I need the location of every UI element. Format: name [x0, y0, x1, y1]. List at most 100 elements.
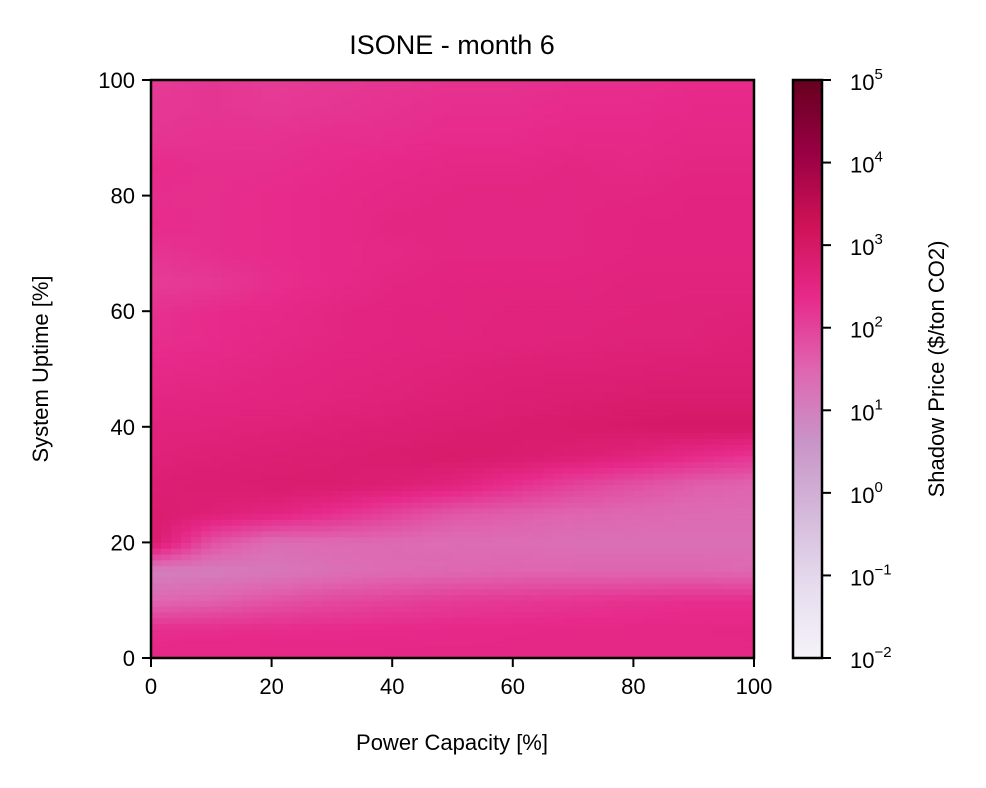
heatmap-cell: [201, 588, 212, 596]
heatmap-cell: [151, 600, 162, 607]
heatmap-cell: [151, 340, 162, 347]
heatmap-cell: [161, 374, 172, 382]
heatmap-cell: [231, 374, 243, 382]
heatmap-cell: [171, 282, 182, 289]
heatmap-cell: [352, 536, 363, 543]
heatmap-cell: [211, 530, 222, 538]
heatmap-cell: [432, 438, 444, 445]
heatmap-cell: [452, 311, 464, 318]
heatmap-cell: [472, 374, 484, 382]
heatmap-cell: [311, 108, 323, 116]
heatmap-cell: [321, 461, 333, 468]
heatmap-cell: [382, 473, 393, 480]
heatmap-cell: [442, 542, 454, 549]
heatmap-cell: [362, 559, 373, 567]
heatmap-cell: [321, 247, 333, 254]
heatmap-cell: [462, 189, 474, 197]
heatmap-cell: [341, 623, 353, 630]
heatmap-cell: [211, 455, 222, 463]
heatmap-cell: [251, 421, 263, 428]
heatmap-cell: [392, 380, 403, 387]
heatmap-cell: [623, 421, 634, 428]
heatmap-cell: [512, 594, 524, 601]
heatmap-cell: [502, 490, 514, 497]
heatmap-cell: [512, 259, 524, 266]
heatmap-cell: [613, 455, 624, 463]
heatmap-cell: [311, 340, 323, 347]
heatmap-cell: [472, 143, 484, 150]
heatmap-cell: [623, 340, 634, 347]
heatmap-cell: [412, 218, 423, 226]
heatmap-cell: [382, 276, 393, 283]
heatmap-cell: [362, 646, 373, 653]
heatmap-cell: [341, 322, 353, 330]
heatmap-cell: [362, 218, 373, 226]
heatmap-cell: [442, 548, 454, 555]
heatmap-cell: [442, 184, 454, 191]
heatmap-cell: [623, 634, 634, 642]
heatmap-cell: [492, 392, 504, 399]
heatmap-cell: [251, 467, 263, 474]
heatmap-cell: [161, 605, 172, 613]
heatmap-cell: [171, 322, 182, 330]
heatmap-cell: [372, 305, 383, 312]
heatmap-cell: [331, 501, 343, 509]
heatmap-cell: [301, 155, 313, 162]
heatmap-cell: [563, 530, 574, 538]
heatmap-cell: [311, 449, 323, 457]
heatmap-cell: [382, 421, 393, 428]
heatmap-cell: [542, 369, 554, 376]
heatmap-cell: [311, 432, 323, 439]
heatmap-cell: [563, 588, 574, 596]
heatmap-cell: [412, 392, 423, 399]
heatmap-cell: [583, 588, 594, 596]
heatmap-cell: [221, 160, 232, 168]
heatmap-cell: [301, 160, 313, 168]
heatmap-cell: [633, 403, 645, 411]
heatmap-cell: [291, 582, 303, 590]
heatmap-cell: [422, 588, 433, 596]
heatmap-cell: [623, 415, 634, 422]
heatmap-cell: [623, 85, 634, 93]
heatmap-cell: [502, 582, 514, 590]
heatmap-cell: [221, 155, 232, 162]
heatmap-cell: [402, 409, 413, 416]
heatmap-cell: [271, 548, 283, 555]
heatmap-cell: [563, 623, 574, 630]
heatmap-cell: [151, 536, 162, 543]
heatmap-cell: [452, 270, 464, 278]
heatmap-cell: [402, 207, 413, 214]
heatmap-cell: [472, 178, 484, 185]
heatmap-cell: [291, 282, 303, 289]
heatmap-cell: [542, 501, 554, 509]
heatmap-cell: [161, 455, 172, 463]
heatmap-cell: [492, 166, 504, 174]
heatmap-cell: [341, 652, 353, 658]
heatmap-cell: [151, 282, 162, 289]
heatmap-cell: [462, 80, 474, 87]
heatmap-cell: [542, 374, 554, 382]
heatmap-cell: [603, 270, 614, 278]
heatmap-cell: [241, 189, 253, 197]
heatmap-cell: [472, 316, 484, 324]
heatmap-cell: [643, 582, 655, 590]
heatmap-cell: [362, 328, 373, 335]
heatmap-cell: [522, 403, 534, 411]
heatmap-cell: [593, 386, 604, 393]
heatmap-cell: [452, 166, 464, 174]
heatmap-cell: [633, 195, 645, 202]
heatmap-cell: [633, 108, 645, 116]
heatmap-cell: [352, 178, 363, 185]
heatmap-cell: [311, 247, 323, 254]
heatmap-cell: [161, 247, 172, 254]
heatmap-cell: [261, 224, 273, 231]
heatmap-cell: [563, 369, 574, 376]
heatmap-cell: [221, 438, 232, 445]
heatmap-cell: [331, 461, 343, 468]
heatmap-cell: [593, 559, 604, 567]
heatmap-cell: [261, 172, 273, 179]
heatmap-cell: [502, 207, 514, 214]
heatmap-cell: [271, 623, 283, 630]
heatmap-cell: [382, 432, 393, 439]
heatmap-cell: [392, 553, 403, 561]
